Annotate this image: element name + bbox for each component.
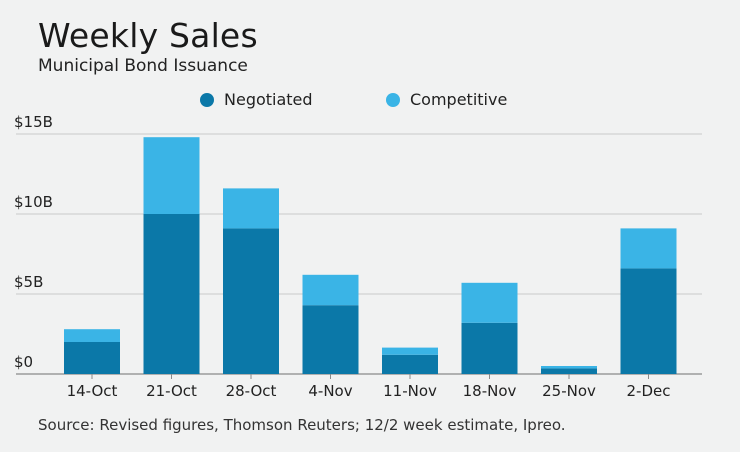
bar-negotiated-14-oct [64,342,120,374]
legend-item-negotiated: Negotiated [200,90,313,109]
bar-competitive-14-oct [64,329,120,342]
y-tick-label-1: $5B [14,273,43,291]
legend-label-negotiated: Negotiated [224,90,313,109]
bar-negotiated-25-nov [541,368,597,374]
source-note: Source: Revised figures, Thomson Reuters… [38,416,566,434]
bar-competitive-21-oct [143,137,200,214]
bar-competitive-11-nov [382,347,438,355]
bar-negotiated-18-nov [461,322,518,374]
y-tick-label-0: $0 [14,353,33,371]
bar-competitive-2-dec [620,228,677,269]
legend-swatch-negotiated [200,92,214,107]
legend-item-competitive: Competitive [386,90,507,109]
x-tick-label-0: 14-Oct [67,382,118,400]
legend-label-competitive: Competitive [410,90,508,109]
bar-competitive-25-nov [541,366,597,369]
bar-competitive-18-nov [461,282,518,323]
bar-negotiated-2-dec [620,268,677,374]
y-tick-label-2: $10B [14,193,53,211]
x-tick-label-2: 28-Oct [226,382,277,400]
x-tick-label-5: 18-Nov [463,382,517,400]
x-tick-label-4: 11-Nov [383,382,437,400]
x-tick-label-7: 2-Dec [627,382,671,400]
legend-swatch-competitive [386,92,400,107]
bar-competitive-4-nov [302,274,359,306]
x-tick-label-6: 25-Nov [542,382,596,400]
chart-title: Weekly Sales [38,16,258,55]
bar-negotiated-21-oct [143,214,200,374]
bar-competitive-28-oct [223,188,279,229]
chart-subtitle: Municipal Bond Issuance [38,56,248,76]
y-tick-label-3: $15B [14,113,53,131]
bar-negotiated-11-nov [382,354,438,374]
x-tick-label-3: 4-Nov [308,382,352,400]
bar-negotiated-28-oct [223,228,279,374]
legend: Negotiated Competitive [0,90,740,112]
x-tick-label-1: 21-Oct [146,382,197,400]
bar-negotiated-4-nov [302,305,359,374]
